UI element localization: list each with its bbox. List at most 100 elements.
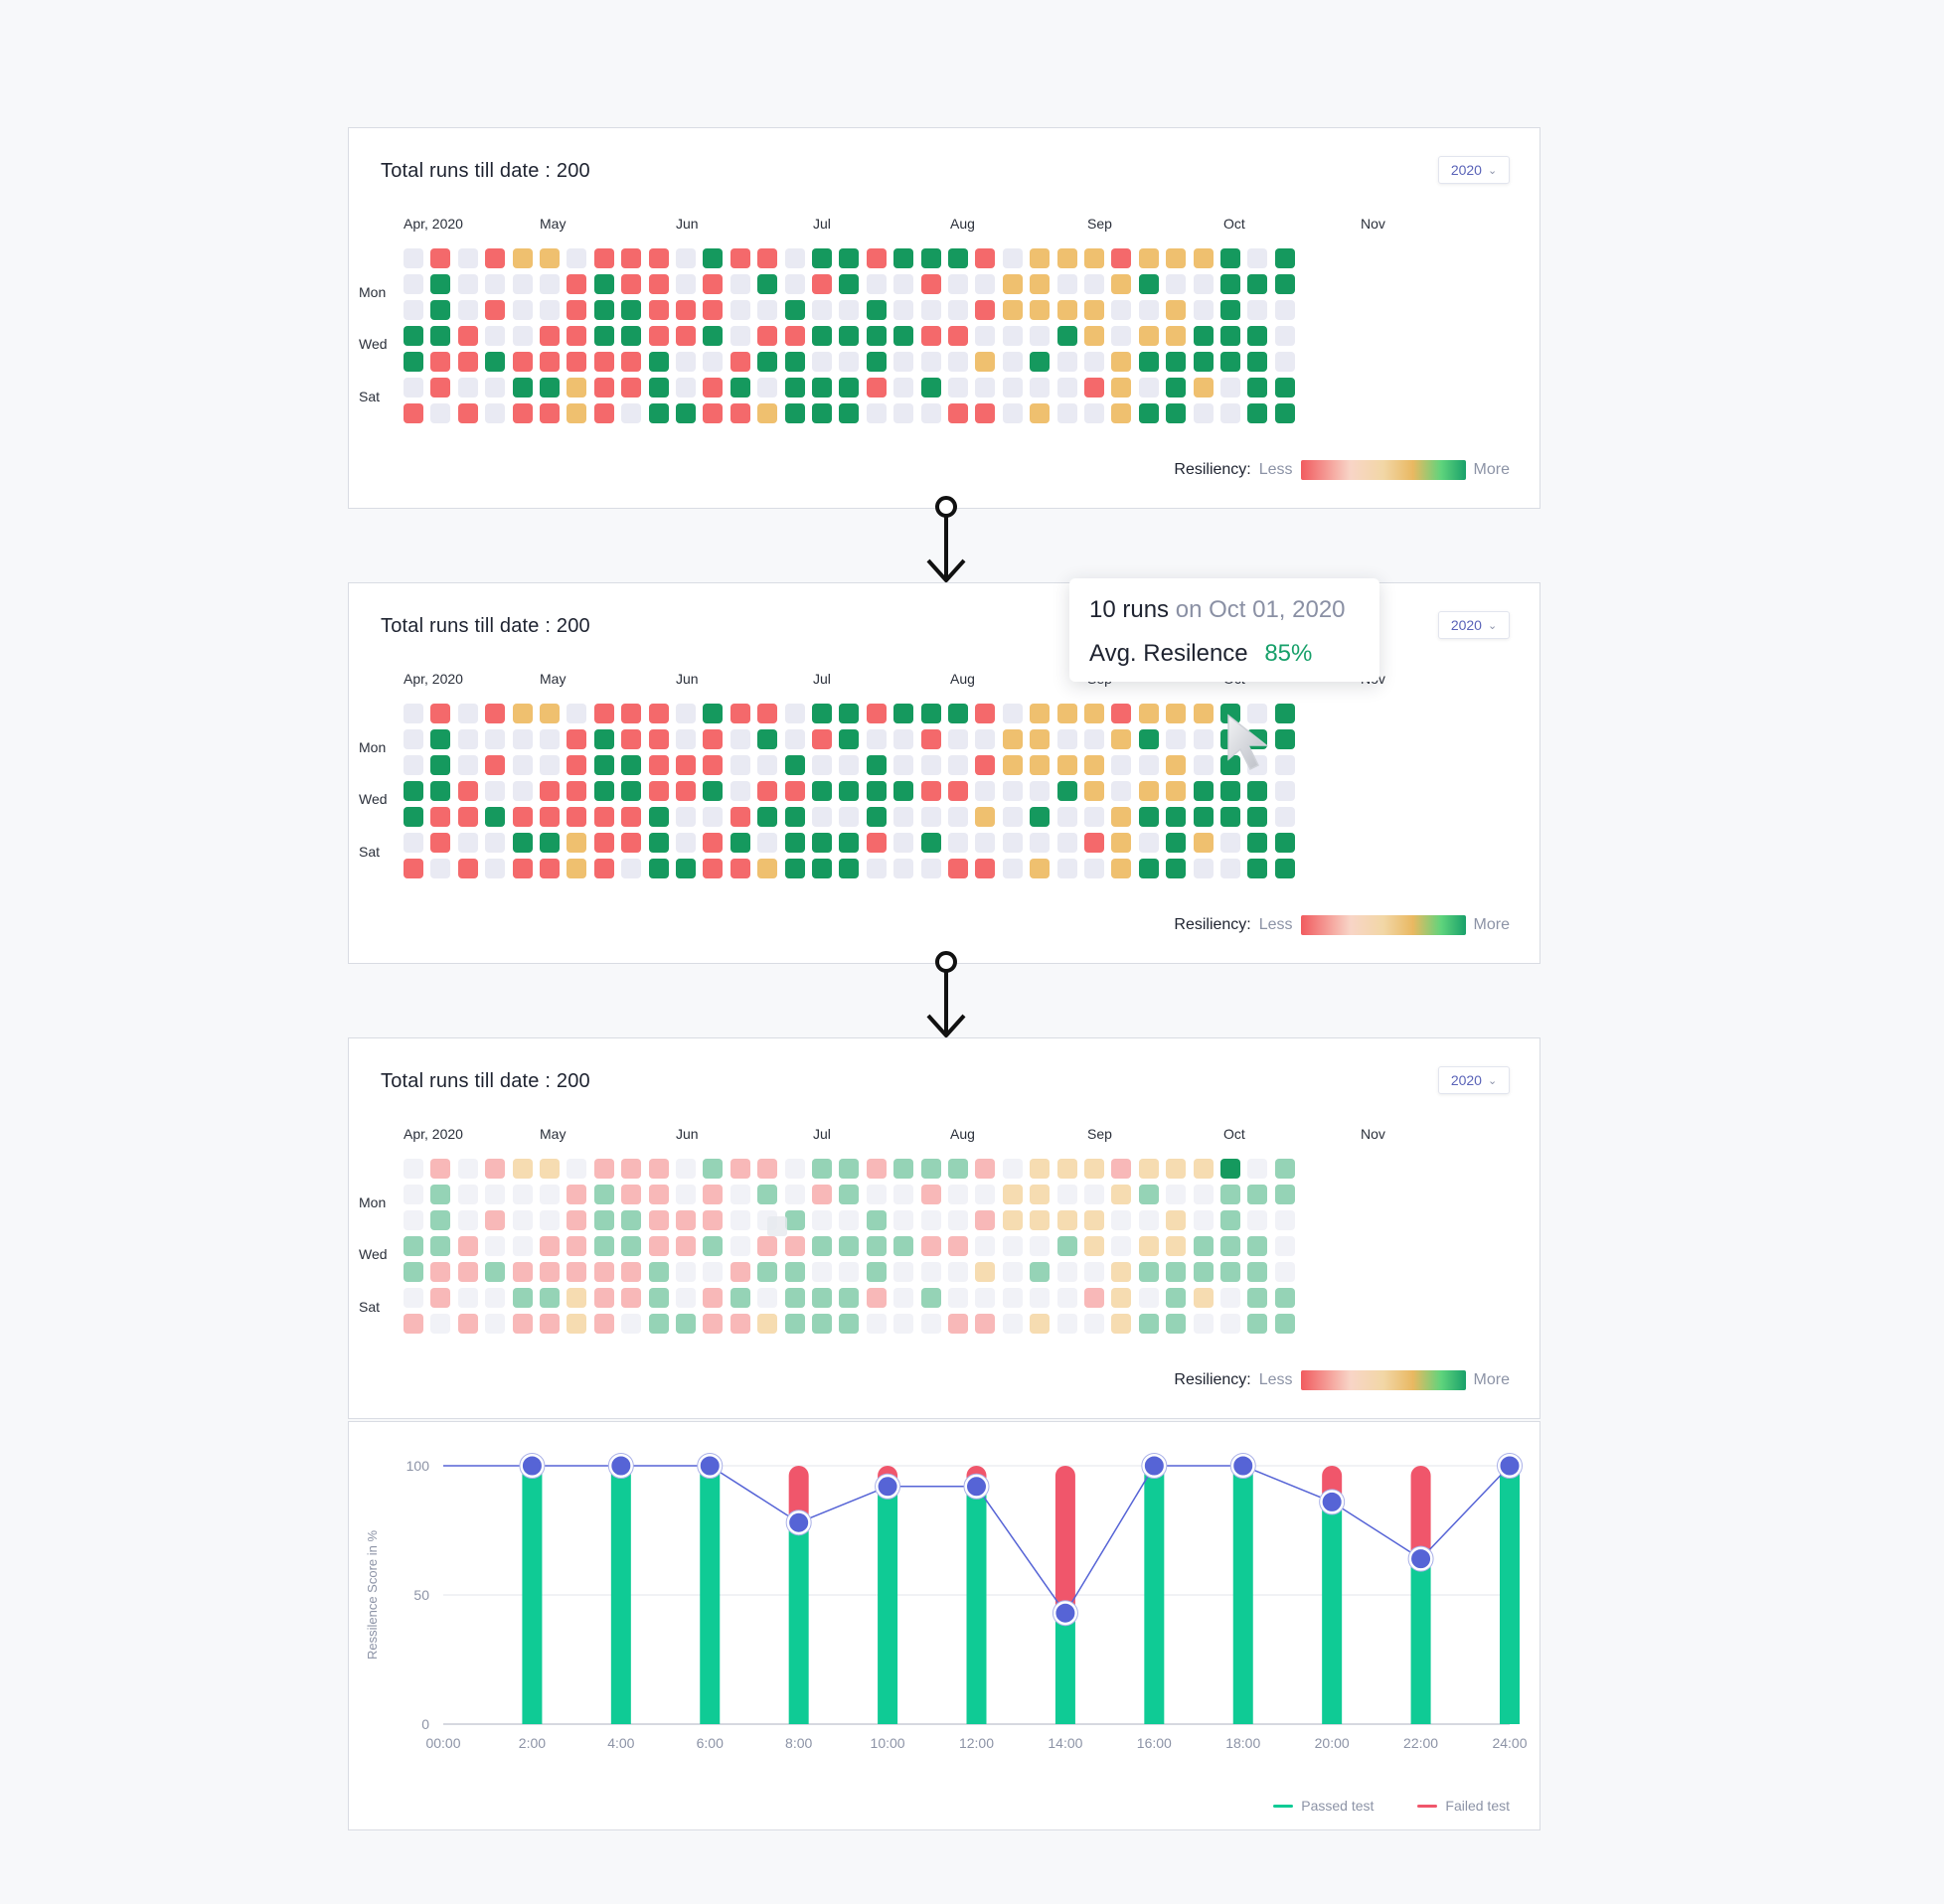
heatmap-cell[interactable]: [1056, 1288, 1077, 1308]
heatmap-cell[interactable]: [1084, 248, 1104, 268]
heatmap-cell[interactable]: [1193, 859, 1214, 878]
heatmap-cell[interactable]: [975, 859, 996, 878]
heatmap-cell[interactable]: [1138, 1288, 1159, 1308]
heatmap-cell[interactable]: [703, 1185, 724, 1204]
heatmap-cell[interactable]: [975, 755, 996, 775]
heatmap-cell[interactable]: [1056, 378, 1077, 397]
heatmap-cell[interactable]: [485, 729, 506, 749]
heatmap-cell[interactable]: [1084, 807, 1104, 827]
heatmap-cell[interactable]: [512, 1159, 533, 1179]
heatmap-cell[interactable]: [729, 1288, 750, 1308]
heatmap-cell[interactable]: [839, 1159, 860, 1179]
heatmap-cell[interactable]: [1166, 1314, 1187, 1334]
heatmap-cell[interactable]: [729, 248, 750, 268]
heatmap-cell[interactable]: [404, 807, 423, 827]
heatmap-cell[interactable]: [1193, 1262, 1214, 1282]
heatmap-cell[interactable]: [621, 248, 642, 268]
heatmap-cell[interactable]: [485, 378, 506, 397]
heatmap-cell[interactable]: [920, 1210, 941, 1230]
heatmap-cell[interactable]: [1084, 1262, 1104, 1282]
heatmap-cell[interactable]: [1193, 729, 1214, 749]
heatmap-cell[interactable]: [485, 300, 506, 320]
heatmap-cell[interactable]: [1056, 755, 1077, 775]
heatmap-cell[interactable]: [593, 781, 614, 801]
heatmap-cell[interactable]: [540, 352, 560, 372]
heatmap-cell[interactable]: [430, 729, 451, 749]
heatmap-cell[interactable]: [567, 300, 587, 320]
heatmap-cell[interactable]: [784, 1288, 805, 1308]
heatmap-cell[interactable]: [567, 1185, 587, 1204]
heatmap-cell[interactable]: [1138, 1236, 1159, 1256]
heatmap-cell[interactable]: [893, 833, 914, 853]
heatmap-cell[interactable]: [621, 1262, 642, 1282]
heatmap-cell[interactable]: [1274, 1288, 1295, 1308]
heatmap-cell[interactable]: [621, 274, 642, 294]
heatmap-cell[interactable]: [1084, 755, 1104, 775]
heatmap-cell[interactable]: [1166, 807, 1187, 827]
heatmap-cell[interactable]: [593, 403, 614, 423]
heatmap-cell[interactable]: [1220, 781, 1240, 801]
heatmap-cell[interactable]: [1084, 352, 1104, 372]
heatmap-cell[interactable]: [1056, 274, 1077, 294]
heatmap-cell[interactable]: [1002, 807, 1023, 827]
heatmap-cell[interactable]: [975, 1185, 996, 1204]
heatmap-cell[interactable]: [948, 807, 968, 827]
heatmap-cell[interactable]: [404, 1236, 423, 1256]
heatmap-cell[interactable]: [812, 833, 832, 853]
heatmap-cell[interactable]: [1274, 274, 1295, 294]
heatmap-cell[interactable]: [430, 274, 451, 294]
heatmap-cell[interactable]: [540, 1314, 560, 1334]
heatmap-cell[interactable]: [1002, 833, 1023, 853]
heatmap-cell[interactable]: [866, 1288, 887, 1308]
heatmap-cell[interactable]: [948, 1288, 968, 1308]
heatmap-cell[interactable]: [1002, 352, 1023, 372]
heatmap-cell[interactable]: [676, 1236, 696, 1256]
heatmap-cell[interactable]: [457, 704, 478, 723]
heatmap-cell[interactable]: [593, 755, 614, 775]
heatmap-cell[interactable]: [512, 1236, 533, 1256]
heatmap-cell[interactable]: [1030, 1159, 1051, 1179]
heatmap-cell[interactable]: [457, 1185, 478, 1204]
heatmap-cell[interactable]: [648, 274, 669, 294]
heatmap-cell[interactable]: [784, 1159, 805, 1179]
heatmap-cell[interactable]: [1274, 403, 1295, 423]
heatmap-cell[interactable]: [729, 859, 750, 878]
heatmap-cell[interactable]: [648, 248, 669, 268]
heatmap-cell[interactable]: [485, 1210, 506, 1230]
heatmap-cell[interactable]: [703, 1288, 724, 1308]
heatmap-cell[interactable]: [812, 1159, 832, 1179]
heatmap-cell[interactable]: [430, 1159, 451, 1179]
heatmap-cell[interactable]: [1220, 274, 1240, 294]
heatmap-cell[interactable]: [1138, 300, 1159, 320]
heatmap-cell[interactable]: [1111, 1210, 1132, 1230]
heatmap-cell[interactable]: [729, 833, 750, 853]
heatmap-cell[interactable]: [920, 729, 941, 749]
heatmap-cell[interactable]: [729, 1262, 750, 1282]
heatmap-cell[interactable]: [866, 248, 887, 268]
heatmap-cell[interactable]: [812, 1185, 832, 1204]
heatmap-cell[interactable]: [757, 274, 778, 294]
heatmap-cell[interactable]: [621, 1288, 642, 1308]
heatmap-cell[interactable]: [948, 729, 968, 749]
heatmap-cell[interactable]: [866, 729, 887, 749]
heatmap-cell[interactable]: [866, 1159, 887, 1179]
heatmap-cell[interactable]: [1002, 729, 1023, 749]
heatmap-cell[interactable]: [540, 1262, 560, 1282]
heatmap-cell[interactable]: [1084, 300, 1104, 320]
heatmap-cell[interactable]: [703, 755, 724, 775]
heatmap-cell[interactable]: [920, 403, 941, 423]
heatmap-cell[interactable]: [457, 1314, 478, 1334]
heatmap-cell[interactable]: [1002, 1236, 1023, 1256]
heatmap-cell[interactable]: [648, 403, 669, 423]
heatmap-cell[interactable]: [975, 1288, 996, 1308]
heatmap-cell[interactable]: [1247, 833, 1268, 853]
heatmap-cell[interactable]: [1166, 833, 1187, 853]
heatmap-cell[interactable]: [1193, 352, 1214, 372]
heatmap-cell[interactable]: [1247, 248, 1268, 268]
heatmap-cell[interactable]: [975, 300, 996, 320]
heatmap-cell[interactable]: [839, 352, 860, 372]
heatmap-cell[interactable]: [404, 300, 423, 320]
heatmap-cell[interactable]: [812, 781, 832, 801]
heatmap-cell[interactable]: [621, 352, 642, 372]
heatmap-cell[interactable]: [729, 378, 750, 397]
